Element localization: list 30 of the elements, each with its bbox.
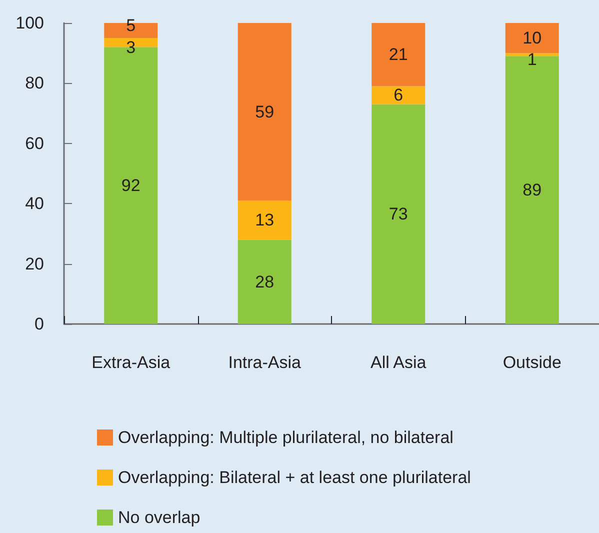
- data-label: 89: [522, 180, 542, 200]
- y-tick-label: 40: [25, 194, 44, 214]
- x-tick-label: Outside: [502, 353, 562, 372]
- y-tick-label: 0: [34, 314, 44, 334]
- data-label: 59: [255, 102, 274, 122]
- x-tick-label: Intra-Asia: [228, 353, 302, 372]
- y-tick-label: 20: [25, 254, 44, 274]
- bar: [372, 86, 426, 104]
- data-label: 13: [255, 210, 274, 230]
- x-tick-label: All Asia: [370, 353, 427, 372]
- y-tick-label: 100: [16, 14, 44, 32]
- data-label: 6: [394, 86, 404, 105]
- legend-label: Overlapping: Multiple plurilateral, no bilateral: [118, 428, 454, 447]
- bar: [372, 23, 426, 86]
- bar: [505, 23, 559, 54]
- data-label: 21: [388, 45, 408, 64]
- bar: [372, 104, 426, 324]
- y-tick-label: 80: [25, 74, 44, 93]
- data-label: 10: [522, 28, 542, 48]
- y-tick-label: 60: [25, 134, 44, 153]
- x-tick-label: Extra-Asia: [92, 353, 171, 372]
- bar: [238, 23, 292, 201]
- legend-label: No overlap: [118, 508, 200, 527]
- bar: [238, 240, 292, 324]
- legend-label: Overlapping: Bilateral + at least one plurilateral: [118, 468, 471, 487]
- bar: [238, 200, 292, 240]
- data-label: 92: [121, 176, 140, 196]
- data-label: 28: [255, 272, 274, 292]
- data-label: 73: [388, 204, 408, 224]
- data-label: 1: [527, 50, 537, 70]
